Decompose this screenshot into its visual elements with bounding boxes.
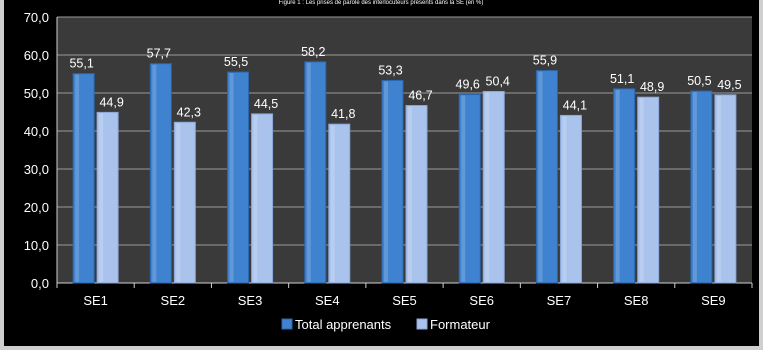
bar-formateur [637,96,660,284]
bar-total-apprenants [613,88,636,284]
x-tick-label: SE4 [315,293,340,308]
bar-total-apprenants [690,90,713,284]
data-label: 41,8 [331,107,355,121]
y-tick-label: 30,0 [24,162,49,177]
data-label: 50,4 [486,74,510,88]
bar-highlight [615,89,620,282]
bars [72,61,737,284]
y-tick-label: 70,0 [24,10,49,25]
bar-highlight [461,95,466,283]
y-tick-label: 0,0 [31,276,49,291]
bar-formateur [482,90,505,284]
data-label: 55,9 [533,54,557,68]
legend-label: Total apprenants [295,317,392,332]
x-tick-label: SE2 [161,293,186,308]
bar-formateur [96,111,119,284]
bar-highlight [538,71,543,282]
data-label: 49,5 [717,78,741,92]
x-tick-label: SE5 [392,293,417,308]
x-tick-label: SE9 [701,293,726,308]
bar-total-apprenants [304,61,327,284]
y-tick-label: 50,0 [24,86,49,101]
data-label: 49,6 [456,78,480,92]
legend-label: Formateur [430,317,491,332]
x-tick-label: SE6 [469,293,494,308]
bar-highlight [229,73,234,282]
y-tick-label: 60,0 [24,48,49,63]
bar-highlight [253,114,258,283]
bar-total-apprenants [458,94,481,284]
bar-formateur [251,113,274,284]
data-label: 46,7 [408,89,432,103]
x-tick-label: SE1 [83,293,108,308]
y-tick-label: 20,0 [24,200,49,215]
bar-total-apprenants [381,79,404,284]
bar-total-apprenants [535,70,558,284]
bar-highlight [639,98,644,283]
bar-total-apprenants [149,63,172,284]
bar-formateur [173,121,196,284]
data-label: 42,3 [177,105,201,119]
bar-highlight [692,92,697,282]
bar-highlight [99,113,104,282]
bar-highlight [384,81,388,283]
data-label: 53,3 [378,63,402,77]
x-tick-label: SE3 [238,293,263,308]
data-label: 55,5 [224,55,248,69]
bar-highlight [152,64,157,283]
x-tick-label: SE8 [624,293,649,308]
plot-area [57,17,752,283]
data-label: 51,1 [610,72,634,86]
data-label: 44,9 [99,95,123,109]
bar-formateur [405,105,428,284]
grid-lines [57,16,752,246]
data-label: 44,5 [254,97,278,111]
data-label: 57,7 [147,47,171,61]
data-label: 55,1 [69,57,93,71]
x-tick-label: SE7 [547,293,572,308]
axes: 0,0 10,0 20,0 30,0 40,0 50,0 60,0 70,0 SE1 SE2 SE3… [24,10,753,308]
bar-formateur [328,123,351,284]
bar-highlight [306,62,311,283]
legend-swatch [281,318,293,330]
bar-highlight [75,74,80,283]
legend: Total apprenants Formateur [281,317,491,332]
legend-swatch [416,318,428,330]
data-label: 48,9 [640,80,664,94]
bar-highlight [408,106,412,282]
data-label: 44,1 [563,98,587,112]
bar-highlight [485,92,490,282]
chart-title: Figure 1 : Les prises de parole des inte… [279,0,484,6]
data-label: 58,2 [301,45,325,59]
y-tick-label: 40,0 [24,124,49,139]
bar-total-apprenants [72,73,95,284]
bar-highlight [330,125,335,282]
y-tick-label: 10,0 [24,238,49,253]
bar-formateur [714,94,737,284]
bar-highlight [562,116,567,282]
bar-total-apprenants [227,71,250,284]
data-labels: 55,1 44,9 57,7 42,3 55,5 44,5 58,2 41,8 53,3 46,7… [69,45,741,121]
bar-highlight [176,123,181,282]
bar-formateur [559,114,582,284]
data-label: 50,5 [687,74,711,88]
bar-highlight [716,95,721,283]
